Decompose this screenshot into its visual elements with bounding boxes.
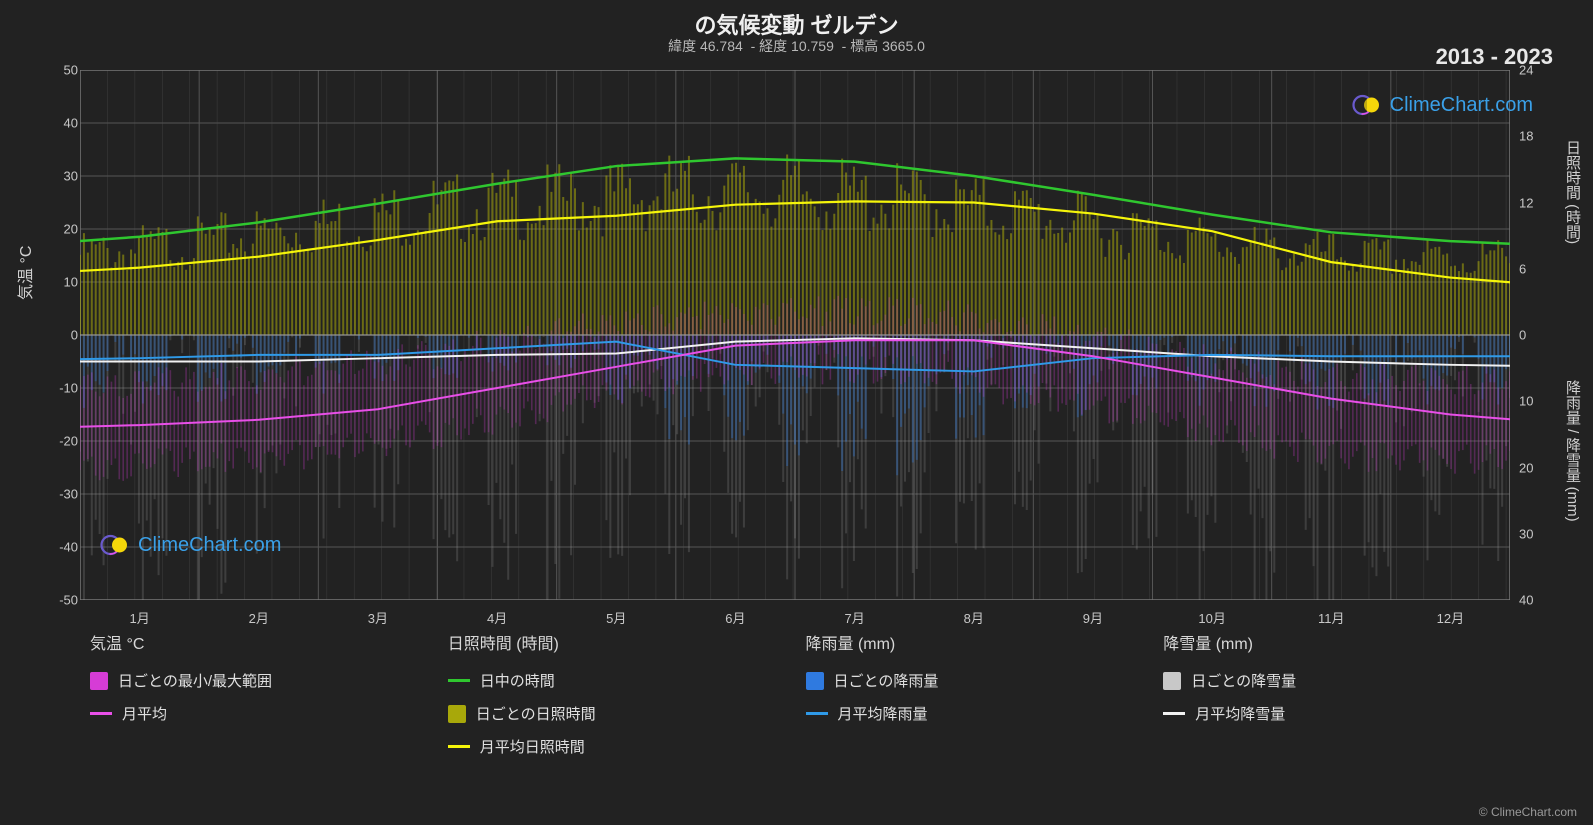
legend-swatch	[448, 705, 466, 723]
legend-item: 日ごとの降雨量	[806, 670, 1146, 691]
y-tick-left: -10	[44, 381, 78, 396]
x-tick-month: 3月	[368, 608, 388, 627]
x-tick-month: 6月	[725, 608, 745, 627]
legend-group: 日照時間 (時間) 日中の時間日ごとの日照時間月平均日照時間	[448, 630, 788, 757]
legend-item: 月平均降雨量	[806, 703, 1146, 724]
y-tick-right-top: 0	[1519, 328, 1549, 343]
watermark-bottom: ClimeChart.com	[100, 530, 281, 560]
legend-label: 日ごとの降雪量	[1191, 670, 1296, 691]
y-tick-right-top: 24	[1519, 63, 1549, 78]
legend-item: 日ごとの降雪量	[1163, 670, 1503, 691]
chart-subtitle: 緯度 46.784 - 経度 10.759 - 標高 3665.0	[0, 36, 1593, 56]
legend-label: 月平均降雪量	[1195, 703, 1285, 724]
legend-item: 月平均	[90, 703, 430, 724]
x-tick-month: 12月	[1437, 608, 1464, 627]
legend-group: 降雪量 (mm) 日ごとの降雪量月平均降雪量	[1163, 630, 1503, 757]
legend-header: 日照時間 (時間)	[448, 630, 788, 654]
y-tick-right-top: 6	[1519, 261, 1549, 276]
legend-label: 日ごとの降雨量	[834, 670, 939, 691]
legend-swatch	[806, 672, 824, 690]
x-tick-month: 10月	[1198, 608, 1225, 627]
y-tick-left: 0	[44, 328, 78, 343]
legend: 気温 °C 日ごとの最小/最大範囲月平均 日照時間 (時間) 日中の時間日ごとの日照時…	[90, 630, 1503, 757]
legend-swatch	[1163, 672, 1181, 690]
y-tick-left: 20	[44, 222, 78, 237]
legend-swatch	[806, 712, 828, 715]
legend-label: 月平均日照時間	[480, 736, 585, 757]
climate-chart: の気候変動 ゼルデン 緯度 46.784 - 経度 10.759 - 標高 36…	[0, 0, 1593, 825]
watermark-top: ClimeChart.com	[1352, 90, 1533, 120]
legend-label: 月平均	[122, 703, 167, 724]
legend-item: 日中の時間	[448, 670, 788, 691]
y-axis-left-label: 気温 °C	[12, 246, 36, 300]
plot-area	[80, 70, 1510, 600]
y-tick-left: 40	[44, 116, 78, 131]
y-tick-right-top: 18	[1519, 129, 1549, 144]
legend-group: 降雨量 (mm) 日ごとの降雨量月平均降雨量	[806, 630, 1146, 757]
legend-swatch	[448, 745, 470, 748]
climechart-logo-icon	[1352, 90, 1382, 120]
y-tick-left: -30	[44, 487, 78, 502]
x-tick-month: 4月	[487, 608, 507, 627]
legend-swatch	[90, 672, 108, 690]
y-tick-right-bot: 40	[1519, 593, 1549, 608]
x-tick-month: 1月	[130, 608, 150, 627]
y-tick-left: -20	[44, 434, 78, 449]
x-tick-month: 5月	[606, 608, 626, 627]
y-tick-left: 50	[44, 63, 78, 78]
x-tick-month: 11月	[1318, 608, 1345, 627]
y-tick-right-bot: 20	[1519, 460, 1549, 475]
legend-label: 月平均降雨量	[838, 703, 928, 724]
legend-label: 日ごとの最小/最大範囲	[118, 670, 272, 691]
legend-header: 気温 °C	[90, 630, 430, 654]
y-axis-right-top-label: 日照時間 (時間)	[1562, 140, 1583, 244]
legend-item: 月平均日照時間	[448, 736, 788, 757]
x-tick-month: 9月	[1083, 608, 1103, 627]
legend-item: 月平均降雪量	[1163, 703, 1503, 724]
x-tick-month: 8月	[964, 608, 984, 627]
credit-text: © ClimeChart.com	[1479, 805, 1577, 819]
legend-swatch	[448, 679, 470, 682]
x-tick-month: 7月	[845, 608, 865, 627]
legend-item: 日ごとの最小/最大範囲	[90, 670, 430, 691]
legend-label: 日中の時間	[480, 670, 555, 691]
y-axis-right-bot-label: 降雨量 / 降雪量 (mm)	[1562, 380, 1583, 522]
legend-swatch	[1163, 712, 1185, 715]
y-tick-left: -50	[44, 593, 78, 608]
legend-swatch	[90, 712, 112, 715]
x-tick-month: 2月	[249, 608, 269, 627]
climechart-logo-icon	[100, 530, 130, 560]
y-tick-right-top: 12	[1519, 195, 1549, 210]
y-tick-right-bot: 30	[1519, 526, 1549, 541]
y-tick-left: 30	[44, 169, 78, 184]
legend-item: 日ごとの日照時間	[448, 703, 788, 724]
y-tick-right-bot: 10	[1519, 394, 1549, 409]
legend-header: 降雪量 (mm)	[1163, 630, 1503, 654]
legend-header: 降雨量 (mm)	[806, 630, 1146, 654]
legend-group: 気温 °C 日ごとの最小/最大範囲月平均	[90, 630, 430, 757]
legend-label: 日ごとの日照時間	[476, 703, 596, 724]
y-tick-left: -40	[44, 540, 78, 555]
y-tick-left: 10	[44, 275, 78, 290]
